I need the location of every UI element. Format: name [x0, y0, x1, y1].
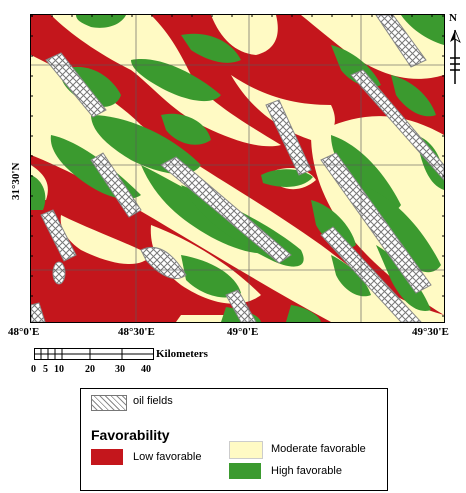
lon-label-48-0: 48°0'E — [8, 326, 40, 338]
lon-label-48-30: 48°30'E — [118, 326, 155, 338]
oil-fields-label: oil fields — [133, 395, 173, 407]
north-arrow: N — [446, 12, 464, 88]
moderate-favorable-label: Moderate favorable — [271, 443, 366, 455]
scale-num-5: 5 — [43, 364, 48, 375]
scale-num-40: 40 — [141, 364, 151, 375]
scale-unit-label: Kilometers — [156, 348, 208, 360]
favorability-map — [31, 15, 444, 322]
scale-bar: Kilometers 0 5 10 20 30 40 — [31, 348, 234, 380]
map-frame — [30, 14, 445, 323]
lon-label-49-30: 49°30'E — [412, 326, 449, 338]
legend-title: Favorability — [91, 427, 170, 443]
lat-label-3130: 31°30'N — [10, 162, 22, 200]
moderate-favorable-swatch — [229, 441, 263, 459]
low-favorable-label: Low favorable — [133, 451, 202, 463]
scale-num-0: 0 — [31, 364, 36, 375]
north-arrow-label: N — [449, 12, 457, 24]
scale-num-30: 30 — [115, 364, 125, 375]
high-favorable-swatch — [229, 463, 261, 479]
legend-box: oil fields Favorability Low favorable Mo… — [80, 388, 388, 491]
lon-label-49-0: 49°0'E — [227, 326, 259, 338]
scale-num-10: 10 — [54, 364, 64, 375]
oil-fields-swatch — [91, 395, 127, 411]
oil-field-areas — [31, 15, 444, 322]
low-favorable-swatch — [91, 449, 123, 465]
high-favorable-label: High favorable — [271, 465, 342, 477]
north-arrow-icon — [450, 29, 461, 84]
scale-num-20: 20 — [85, 364, 95, 375]
scale-bar-graphic — [34, 348, 154, 360]
graticule — [31, 15, 444, 322]
